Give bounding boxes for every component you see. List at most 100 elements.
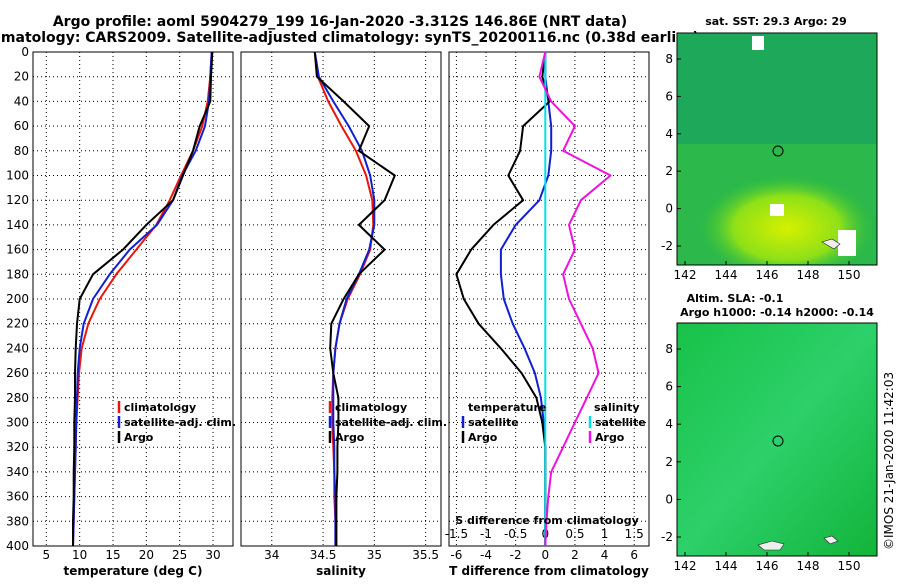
s-difference-tick-label: -1 [480, 527, 492, 541]
depth-tick-label: 0 [21, 45, 29, 59]
map-x-tick-label: 144 [715, 268, 738, 282]
map-x-tick-label: 148 [797, 268, 820, 282]
s-difference-tick-label: 1 [601, 527, 609, 541]
map-x-tick-label: 146 [756, 268, 779, 282]
map-y-tick-label: 2 [665, 164, 673, 178]
legend-temperature: temperature [468, 401, 546, 414]
s-difference-tick-label: -1.5 [445, 527, 468, 541]
salinity-legend: climatology satellite-adj. clim. Argo [328, 401, 447, 444]
depth-tick-label: 400 [6, 539, 29, 553]
map-y-tick-label: -2 [661, 239, 673, 253]
s-difference-tick-label: 1.5 [625, 527, 644, 541]
salinity-x-tick-label: 34 [264, 548, 279, 562]
temperature-x-tick-label: 30 [205, 548, 220, 562]
depth-tick-label: 280 [6, 391, 29, 405]
map-y-tick-label: 6 [665, 380, 673, 394]
series-layer [72, 51, 612, 547]
sst-map-ticks: 142 144 146 148 150 8 6 4 2 0 -2 [661, 52, 860, 282]
sst-map [676, 32, 878, 266]
sst-map-title: sat. SST: 29.3 Argo: 29 [705, 15, 847, 28]
legend-climatology: climatology [124, 401, 196, 414]
map-x-tick-label: 142 [674, 559, 697, 573]
s-difference-label: S difference from climatology [455, 514, 639, 527]
legend-s-satellite: satellite [595, 416, 646, 429]
depth-tick-label: 240 [6, 341, 29, 355]
depth-tick-label: 300 [6, 416, 29, 430]
temperature-x-tick-label: 15 [105, 548, 120, 562]
map-y-tick-label: 8 [665, 52, 673, 66]
map-y-tick-label: 2 [665, 455, 673, 469]
depth-tick-label: 180 [6, 267, 29, 281]
series-argo [313, 51, 396, 546]
depth-tick-label: 60 [14, 119, 29, 133]
tick-layer: 0204060801001201401601802002202402602803… [6, 45, 644, 562]
sst-missing-pixel [752, 36, 764, 50]
map-x-tick-label: 150 [838, 268, 861, 282]
depth-tick-label: 140 [6, 218, 29, 232]
sla-map-frame [676, 322, 878, 557]
legend-salinity: salinity [594, 401, 640, 414]
difference-x-tick-label: 2 [571, 548, 579, 562]
sla-map-title-2: Argo h1000: -0.14 h2000: -0.14 [680, 306, 874, 319]
legend-argo: Argo [124, 431, 154, 444]
series-argo [72, 51, 214, 546]
map-x-tick-label: 142 [674, 268, 697, 282]
sst-missing-pixel [838, 230, 856, 256]
legend-t-argo: Argo [468, 431, 498, 444]
difference-x-tick-label: -4 [480, 548, 492, 562]
sst-missing-pixel [770, 204, 784, 216]
map-x-tick-label: 148 [797, 559, 820, 573]
temperature-legend: climatology satellite-adj. clim. Argo [117, 401, 236, 444]
map-y-tick-label: 8 [665, 342, 673, 356]
depth-tick-label: 40 [14, 94, 29, 108]
depth-tick-label: 260 [6, 366, 29, 380]
s-difference-tick-label: 0.5 [565, 527, 584, 541]
salinity-xlabel: salinity [316, 564, 366, 578]
legend-satellite: satellite-adj. clim. [335, 416, 447, 429]
series-satellite-adj-clim- [72, 51, 213, 547]
legend-s-argo: Argo [595, 431, 625, 444]
s-difference-tick-label: -0.5 [504, 527, 527, 541]
difference-x-tick-label: 4 [601, 548, 609, 562]
title-line-1: Argo profile: aoml 5904279_199 16-Jan-20… [53, 14, 627, 30]
depth-tick-label: 160 [6, 243, 29, 257]
depth-tick-label: 320 [6, 440, 29, 454]
legend-satellite: satellite-adj. clim. [124, 416, 236, 429]
sst-argo-position [772, 145, 784, 157]
legend-argo: Argo [335, 431, 365, 444]
depth-tick-label: 220 [6, 317, 29, 331]
depth-tick-label: 100 [6, 169, 29, 183]
sla-island [757, 540, 785, 551]
series-salinity-argo [538, 51, 612, 547]
map-y-tick-label: -2 [661, 530, 673, 544]
sla-map [676, 322, 878, 557]
difference-x-tick-label: -2 [510, 548, 522, 562]
map-y-tick-label: 0 [665, 492, 673, 506]
credit-text: ©IMOS 21-Jan-2020 11:42:03 [882, 372, 896, 550]
salinity-x-tick-label: 35.5 [412, 548, 439, 562]
temperature-x-tick-label: 10 [72, 548, 87, 562]
sst-island [821, 238, 841, 250]
depth-tick-label: 340 [6, 465, 29, 479]
map-y-tick-label: 6 [665, 89, 673, 103]
temperature-xlabel: temperature (deg C) [64, 564, 203, 578]
difference-legend: temperature satellite Argo salinity sate… [461, 401, 646, 444]
sla-argo-position [772, 435, 784, 447]
legend-climatology: climatology [335, 401, 407, 414]
salinity-x-tick-label: 34.5 [310, 548, 337, 562]
sst-cool-region [678, 34, 876, 144]
difference-x-tick-label: -6 [450, 548, 462, 562]
difference-x-tick-label: 0 [541, 548, 549, 562]
depth-tick-label: 20 [14, 70, 29, 84]
sla-map-ticks: 142 144 146 148 150 8 6 4 2 0 -2 [661, 342, 860, 573]
map-x-tick-label: 146 [756, 559, 779, 573]
depth-tick-label: 120 [6, 193, 29, 207]
sla-map-title-1: Altim. SLA: -0.1 [687, 292, 784, 305]
difference-x-tick-label: 6 [630, 548, 638, 562]
depth-tick-label: 380 [6, 514, 29, 528]
temperature-x-tick-label: 5 [43, 548, 51, 562]
depth-tick-label: 80 [14, 144, 29, 158]
depth-tick-label: 200 [6, 292, 29, 306]
map-y-tick-label: 0 [665, 202, 673, 216]
